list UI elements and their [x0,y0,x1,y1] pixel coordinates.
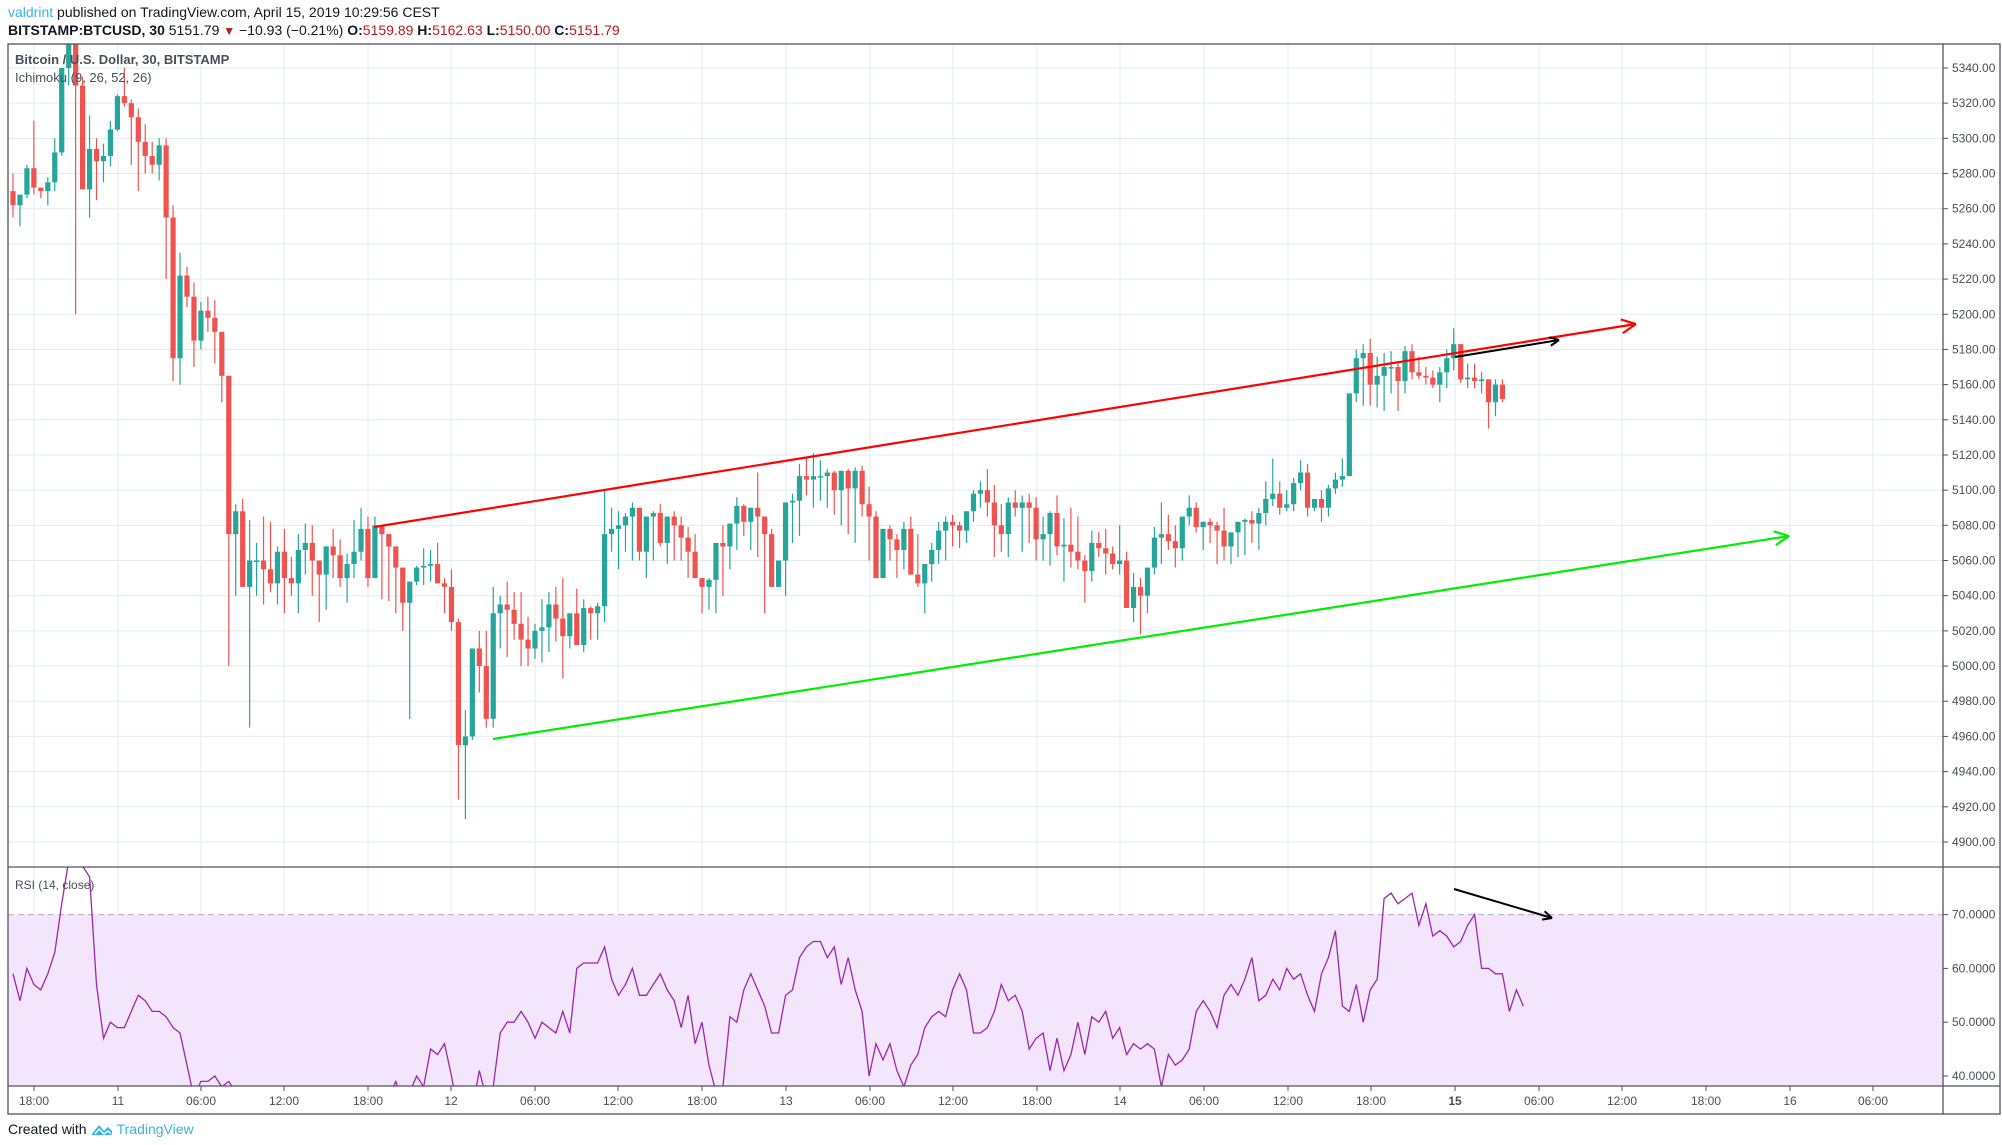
price-tick-label: 5260.00 [1952,202,1996,216]
price-tick-label: 4960.00 [1952,729,1996,743]
created-with-text: Created with [8,1121,87,1137]
rsi-tick-label: 70.0000 [1952,908,1996,922]
publish-info: valdrint published on TradingView.com, A… [8,4,440,20]
time-tick-label: 18:00 [687,1094,717,1108]
time-tick-label: 18:00 [19,1094,49,1108]
price-tick-label: 5080.00 [1952,518,1996,532]
tradingview-logo-icon [91,1125,112,1135]
price-tick-label: 5060.00 [1952,554,1996,568]
price-tick-label: 5200.00 [1952,307,1996,321]
low-key: L: [486,22,500,38]
rsi-tick-label: 50.0000 [1952,1015,1996,1029]
author-link[interactable]: valdrint [8,4,54,20]
time-tick-label: 18:00 [1356,1094,1386,1108]
time-axis[interactable]: 18:00 11 06:00 12:00 18:00 12 06:00 12:00 18:00 1… [19,1086,1888,1108]
time-tick-label: 18:00 [1691,1094,1721,1108]
time-tick-label: 11 [112,1094,125,1108]
price-tick-label: 5240.00 [1952,237,1996,251]
symbol-name: BITSTAMP:BTCUSD, 30 [8,22,165,38]
rsi-line [12,867,1524,1086]
time-tick-label: 16 [1783,1094,1797,1108]
price-tick-label: 4920.00 [1952,800,1996,814]
price-tick-label: 5340.00 [1952,61,1996,75]
price-tick-label: 5160.00 [1952,378,1996,392]
time-tick-label: 15 [1448,1094,1462,1108]
time-tick-label: 18:00 [353,1094,383,1108]
open-key: O: [347,22,363,38]
low-value: 5150.00 [499,22,551,38]
price-tick-label: 5020.00 [1952,624,1996,638]
published-text: published on TradingView.com, April 15, … [53,4,440,20]
price-tick-label: 5300.00 [1952,131,1996,145]
time-tick-label: 06:00 [1189,1094,1219,1108]
close-key: C: [554,22,570,38]
symbol-info: BITSTAMP:BTCUSD, 30 5151.79 ▼ −10.93 (−0… [8,22,620,38]
time-tick-label: 14 [1113,1094,1127,1108]
price-axis[interactable]: 5340.00 5320.00 5300.00 5280.00 5260.00 5240.… [1943,61,1996,849]
price-tick-label: 5180.00 [1952,342,1996,356]
close-value: 5151.79 [569,22,620,38]
time-tick-label: 12:00 [1273,1094,1303,1108]
price-tick-label: 5000.00 [1952,659,1996,673]
price-tick-label: 5100.00 [1952,483,1996,497]
price-tick-label: 4900.00 [1952,835,1996,849]
price-tick-label: 5280.00 [1952,167,1996,181]
tradingview-link[interactable]: TradingView [116,1121,194,1137]
series-legend-title: Bitcoin / U.S. Dollar, 30, BITSTAMP [15,52,230,67]
footer: Created with TradingView [8,1121,194,1137]
time-tick-label: 12:00 [938,1094,968,1108]
time-tick-label: 06:00 [855,1094,885,1108]
last-price: 5151.79 [168,22,220,38]
price-tick-label: 4940.00 [1952,765,1996,779]
price-tick-label: 5220.00 [1952,272,1996,286]
time-tick-label: 06:00 [1524,1094,1554,1108]
price-tick-label: 5140.00 [1952,413,1996,427]
price-tick-label: 5320.00 [1952,96,1996,110]
rsi-band [8,914,1943,1086]
time-tick-label: 12:00 [1607,1094,1637,1108]
rsi-legend[interactable]: RSI (14, close) [15,878,95,892]
down-arrow-icon: ▼ [223,24,236,38]
rsi-tick-label: 60.0000 [1952,961,1996,975]
time-tick-label: 12:00 [269,1094,299,1108]
time-tick-label: 06:00 [1858,1094,1888,1108]
price-change: −10.93 (−0.21%) [239,22,344,38]
time-tick-label: 12 [444,1094,458,1108]
open-value: 5159.89 [362,22,414,38]
high-value: 5162.63 [432,22,483,38]
ichimoku-legend[interactable]: Ichimoku (9, 26, 52, 26) [15,70,152,85]
price-tick-label: 5040.00 [1952,589,1996,603]
candlestick-series [10,44,1506,820]
high-key: H: [417,22,433,38]
time-tick-label: 12:00 [603,1094,633,1108]
drawing-annotations[interactable] [373,318,1790,921]
price-tick-label: 5120.00 [1952,448,1996,462]
rsi-axis[interactable]: 70.0000 60.0000 50.0000 40.0000 [1943,908,1996,1083]
chart-frame [7,43,2001,1115]
rsi-tick-label: 40.0000 [1952,1069,1996,1083]
time-tick-label: 06:00 [520,1094,550,1108]
price-tick-label: 4980.00 [1952,694,1996,708]
time-tick-label: 13 [779,1094,793,1108]
time-tick-label: 06:00 [186,1094,216,1108]
time-tick-label: 18:00 [1022,1094,1052,1108]
